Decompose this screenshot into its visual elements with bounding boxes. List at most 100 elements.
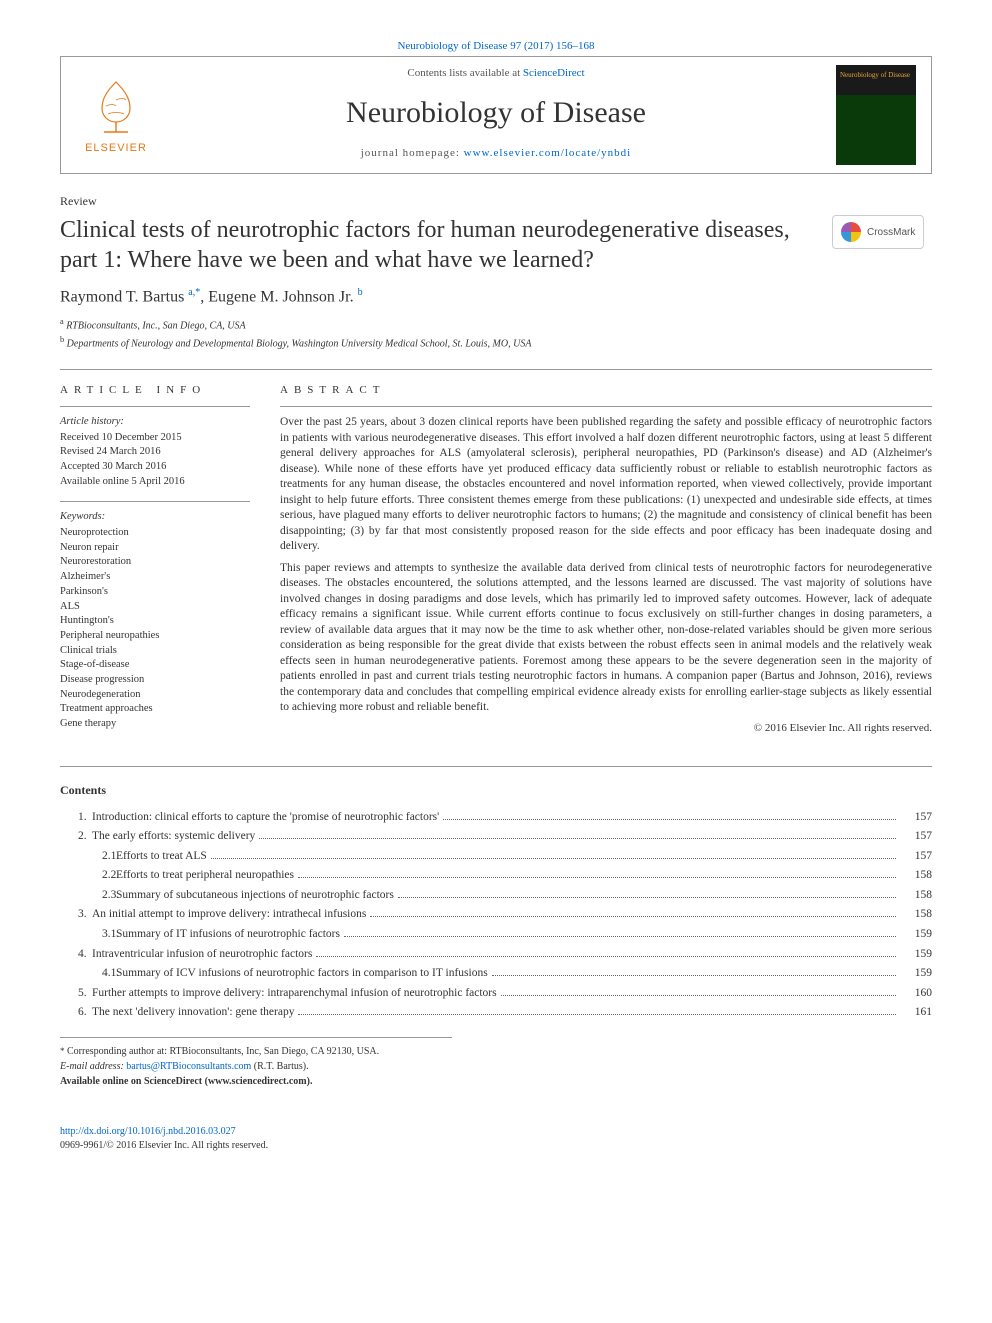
divider-top [60, 369, 932, 370]
article-title: Clinical tests of neurotrophic factors f… [60, 215, 832, 275]
available-online-line: Available online on ScienceDirect (www.s… [60, 1074, 452, 1089]
toc-page: 159 [900, 925, 932, 945]
toc-page: 158 [900, 886, 932, 906]
toc-dots [211, 858, 896, 859]
toc-label: Efforts to treat peripheral neuropathies [116, 866, 294, 886]
toc-label: An initial attempt to improve delivery: … [92, 905, 366, 925]
crossmark-label: CrossMark [867, 227, 915, 238]
journal-title: Neurobiology of Disease [171, 96, 821, 130]
abstract-text: Over the past 25 years, about 3 dozen cl… [280, 406, 932, 716]
contents-list-prefix: Contents lists available at [407, 67, 522, 79]
history-line: Revised 24 March 2016 [60, 445, 250, 460]
history-line: Accepted 30 March 2016 [60, 460, 250, 475]
journal-cover-cell: Neurobiology of Disease [821, 57, 931, 173]
toc-entry[interactable]: 2.1.Efforts to treat ALS 157 [60, 847, 932, 867]
abstract-paragraph: Over the past 25 years, about 3 dozen cl… [280, 415, 932, 555]
doi-link[interactable]: http://dx.doi.org/10.1016/j.nbd.2016.03.… [60, 1126, 236, 1137]
toc-entry[interactable]: 3.1.Summary of IT infusions of neurotrop… [60, 925, 932, 945]
toc-entry[interactable]: 2.3.Summary of subcutaneous injections o… [60, 886, 932, 906]
issn-copyright-line: 0969-9961/© 2016 Elsevier Inc. All right… [60, 1140, 268, 1151]
toc-number: 2. [60, 827, 92, 847]
keyword-item: Neuroprotection [60, 526, 250, 541]
sciencedirect-link[interactable]: ScienceDirect [523, 67, 585, 79]
elsevier-tree-icon [86, 76, 146, 136]
toc-number: 4. [60, 945, 92, 965]
keyword-item: Stage-of-disease [60, 658, 250, 673]
toc-label: The early efforts: systemic delivery [92, 827, 255, 847]
journal-cover-thumbnail[interactable]: Neurobiology of Disease [836, 65, 916, 165]
toc-page: 160 [900, 984, 932, 1004]
toc-entry[interactable]: 3.An initial attempt to improve delivery… [60, 905, 932, 925]
toc-label: Summary of ICV infusions of neurotrophic… [116, 964, 488, 984]
toc-label: Efforts to treat ALS [116, 847, 207, 867]
abstract-label: abstract [280, 384, 932, 396]
keyword-item: Parkinson's [60, 585, 250, 600]
toc-dots [492, 975, 896, 976]
toc-entry[interactable]: 5.Further attempts to improve delivery: … [60, 984, 932, 1004]
toc-entry[interactable]: 2.The early efforts: systemic delivery15… [60, 827, 932, 847]
publisher-logo-cell: ELSEVIER [61, 57, 171, 173]
toc-number: 3. [60, 905, 92, 925]
footnotes: * Corresponding author at: RTBioconsulta… [60, 1037, 452, 1089]
toc-page: 157 [900, 847, 932, 867]
keyword-item: ALS [60, 600, 250, 615]
toc-entry[interactable]: 6.The next 'delivery innovation': gene t… [60, 1003, 932, 1023]
toc-label: Introduction: clinical efforts to captur… [92, 808, 439, 828]
crossmark-container: CrossMark [832, 215, 932, 249]
toc-page: 157 [900, 808, 932, 828]
toc-label: Summary of subcutaneous injections of ne… [116, 886, 394, 906]
toc-dots [370, 916, 896, 917]
toc-number: 6. [60, 1003, 92, 1023]
crossmark-badge[interactable]: CrossMark [832, 215, 924, 249]
toc-dots [298, 1014, 896, 1015]
article-history-heading: Article history: [60, 415, 250, 430]
email-suffix: (R.T. Bartus). [254, 1061, 309, 1072]
toc-page: 161 [900, 1003, 932, 1023]
toc-entry[interactable]: 2.2.Efforts to treat peripheral neuropat… [60, 866, 932, 886]
crossmark-icon [841, 222, 861, 242]
toc-label: Summary of IT infusions of neurotrophic … [116, 925, 340, 945]
email-label: E-mail address: [60, 1061, 124, 1072]
toc-dots [298, 877, 896, 878]
toc-number: 2.1. [60, 847, 116, 867]
toc-page: 159 [900, 964, 932, 984]
publisher-name: ELSEVIER [85, 142, 147, 154]
star-icon: * [60, 1046, 65, 1056]
journal-homepage-line: journal homepage: www.elsevier.com/locat… [171, 147, 821, 159]
corresponding-author-note: * Corresponding author at: RTBioconsulta… [60, 1044, 452, 1059]
elsevier-logo[interactable]: ELSEVIER [85, 76, 147, 154]
header-center: Contents lists available at ScienceDirec… [171, 57, 821, 173]
toc-dots [344, 936, 896, 937]
homepage-prefix: journal homepage: [361, 147, 464, 159]
abstract-column: abstract Over the past 25 years, about 3… [280, 384, 932, 744]
keyword-item: Alzheimer's [60, 570, 250, 585]
toc-number: 2.3. [60, 886, 116, 906]
article-type: Review [60, 194, 932, 209]
toc-entry[interactable]: 1.Introduction: clinical efforts to capt… [60, 808, 932, 828]
article-info-label: article info [60, 384, 250, 396]
toc-dots [443, 819, 896, 820]
top-citation-link[interactable]: Neurobiology of Disease 97 (2017) 156–16… [60, 40, 932, 52]
author-email-link[interactable]: bartus@RTBioconsultants.com [126, 1061, 251, 1072]
keyword-item: Peripheral neuropathies [60, 629, 250, 644]
toc-dots [501, 995, 896, 996]
toc-page: 158 [900, 905, 932, 925]
journal-cover-title: Neurobiology of Disease [840, 71, 912, 79]
keywords-heading: Keywords: [60, 510, 250, 525]
journal-homepage-link[interactable]: www.elsevier.com/locate/ynbdi [464, 147, 632, 159]
keyword-item: Huntington's [60, 614, 250, 629]
title-row: Clinical tests of neurotrophic factors f… [60, 215, 932, 287]
keyword-item: Neurorestoration [60, 555, 250, 570]
toc-number: 5. [60, 984, 92, 1004]
toc-entry[interactable]: 4.Intraventricular infusion of neurotrop… [60, 945, 932, 965]
affiliations: a RTBioconsultants, Inc., San Diego, CA,… [60, 316, 932, 351]
article-history-block: Article history: Received 10 December 20… [60, 406, 250, 489]
keywords-block: Keywords: NeuroprotectionNeuron repairNe… [60, 501, 250, 731]
history-line: Available online 5 April 2016 [60, 475, 250, 490]
keyword-item: Disease progression [60, 673, 250, 688]
toc-entry[interactable]: 4.1.Summary of ICV infusions of neurotro… [60, 964, 932, 984]
table-of-contents: 1.Introduction: clinical efforts to capt… [60, 808, 932, 1023]
abstract-copyright: © 2016 Elsevier Inc. All rights reserved… [280, 722, 932, 734]
toc-label: Further attempts to improve delivery: in… [92, 984, 497, 1004]
toc-number: 4.1. [60, 964, 116, 984]
